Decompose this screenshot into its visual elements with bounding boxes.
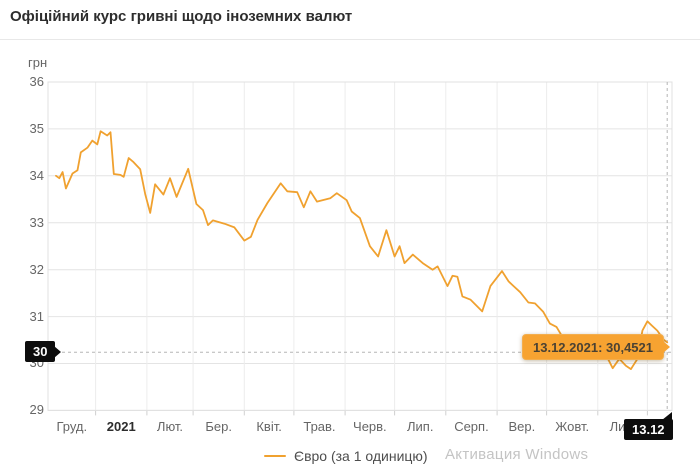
x-tick-label: Лип. bbox=[407, 419, 434, 434]
crosshair-y-label: 30 bbox=[25, 341, 62, 362]
x-tick-label: 2021 bbox=[106, 419, 136, 434]
x-tick-label: Квіт. bbox=[256, 419, 282, 434]
crosshair-x-label: 13.12 bbox=[624, 412, 673, 440]
x-tick-label: Трав. bbox=[303, 419, 336, 434]
x-tick-label: Вер. bbox=[508, 419, 536, 434]
x-tick-label: Лют. bbox=[156, 419, 184, 434]
y-tick-label: 33 bbox=[29, 214, 44, 230]
legend-label: Євро (за 1 одиницю) bbox=[294, 448, 428, 464]
legend-line-swatch-icon bbox=[264, 455, 286, 457]
y-tick-label: 34 bbox=[29, 167, 44, 183]
y-tick-label: 35 bbox=[29, 120, 44, 136]
page-title: Офіційний курс гривні щодо іноземних вал… bbox=[10, 8, 353, 25]
tooltip-text: 13.12.2021: 30,4521 bbox=[533, 340, 653, 355]
plot-border bbox=[47, 81, 673, 411]
tooltip-arrow-icon bbox=[663, 341, 670, 353]
tooltip: 13.12.2021: 30,4521 bbox=[522, 334, 670, 360]
legend-item-euro[interactable]: Євро (за 1 одиницю) bbox=[264, 448, 428, 464]
windows-activation-watermark: Активация Windows bbox=[445, 446, 589, 463]
x-tick-label: Бер. bbox=[205, 419, 232, 434]
x-tick-label: Черв. bbox=[353, 419, 387, 434]
series-line-euro[interactable] bbox=[55, 130, 669, 370]
legend: Євро (за 1 одиницю) bbox=[264, 448, 428, 464]
crosshair-x-value: 13.12 bbox=[632, 422, 665, 437]
y-tick-label: 32 bbox=[29, 261, 44, 277]
y-tick-label: 31 bbox=[29, 308, 44, 324]
x-tick-label: Жовт. bbox=[555, 419, 590, 434]
x-tick-label: Серп. bbox=[454, 419, 489, 434]
crosshair-x-arrow-icon bbox=[661, 412, 672, 420]
crosshair-y-value: 30 bbox=[33, 344, 48, 359]
title-divider bbox=[0, 39, 700, 40]
x-tick-label: Груд. bbox=[56, 419, 88, 434]
crosshair-y-arrow-icon bbox=[54, 345, 62, 358]
y-axis-unit-label: грн bbox=[28, 55, 48, 70]
y-tick-label: 36 bbox=[29, 74, 44, 89]
y-tick-label: 29 bbox=[29, 402, 44, 418]
